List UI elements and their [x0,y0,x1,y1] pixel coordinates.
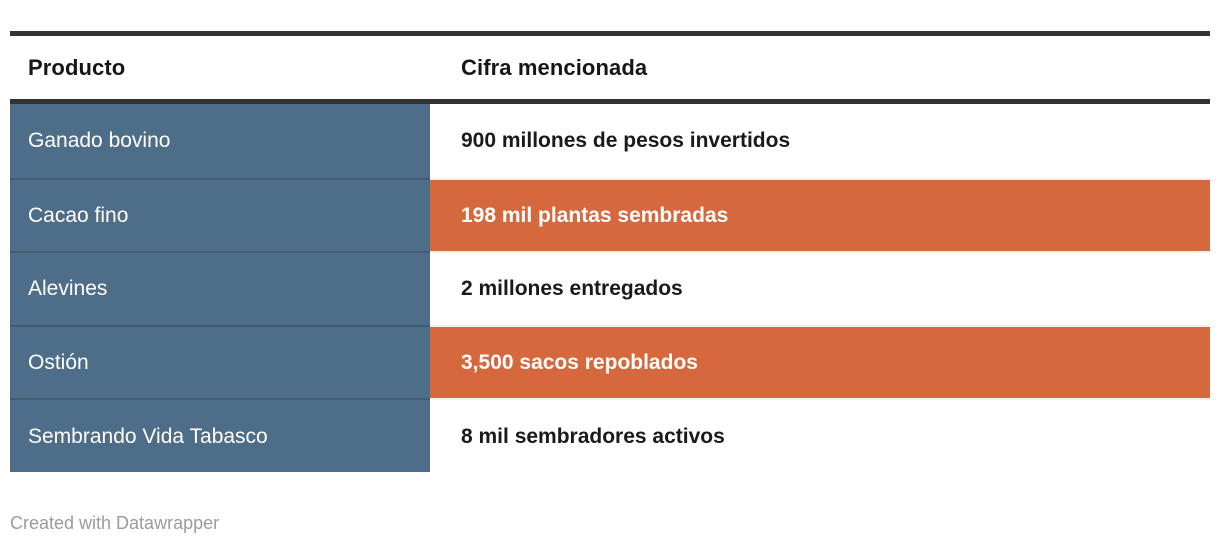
datawrapper-table: Producto Cifra mencionada Ganado bovino 9… [10,0,1210,534]
datawrapper-attribution-link[interactable]: Created with Datawrapper [10,512,220,533]
cifra-cell: 198 mil plantas sembradas [430,177,1210,252]
column-header-cifra: Cifra mencionada [461,54,648,80]
top-rule [10,31,1210,36]
table-body: Ganado bovino 900 millones de pesos inver… [10,104,1210,472]
cifra-cell: 3,500 sacos repoblados [430,324,1210,399]
product-cell: Sembrando Vida Tabasco [10,398,430,472]
product-cell: Cacao fino [10,177,430,252]
product-cell: Ostión [10,324,430,399]
product-cell: Alevines [10,251,430,325]
column-header-producto: Producto [28,54,126,80]
cifra-cell: 2 millones entregados [430,251,1210,325]
header-rule [10,99,1210,104]
product-cell: Ganado bovino [10,104,430,178]
cifra-cell: 900 millones de pesos invertidos [430,104,1210,178]
table-header-row: Producto Cifra mencionada [10,36,1210,99]
attribution-footer: Created with Datawrapper [10,513,1210,534]
cifra-cell: 8 mil sembradores activos [430,398,1210,472]
